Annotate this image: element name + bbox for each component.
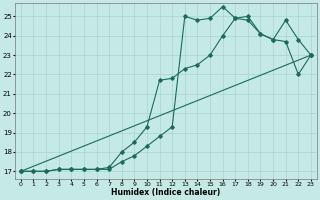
X-axis label: Humidex (Indice chaleur): Humidex (Indice chaleur)	[111, 188, 220, 197]
